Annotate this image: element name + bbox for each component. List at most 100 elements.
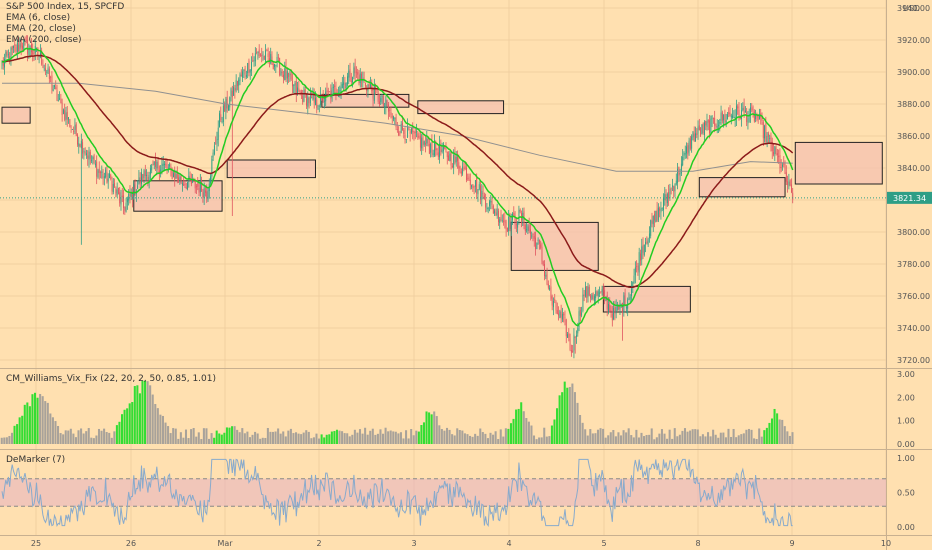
time-tick-label: 26 bbox=[126, 539, 136, 548]
vix-bar bbox=[57, 425, 60, 444]
candle-body bbox=[660, 208, 662, 213]
candle-body bbox=[24, 38, 26, 40]
candle-body bbox=[632, 282, 634, 288]
vix-bar bbox=[225, 427, 228, 444]
candle-body bbox=[141, 172, 142, 184]
candle-body bbox=[303, 89, 305, 102]
candle-body bbox=[596, 291, 598, 296]
candle-body bbox=[655, 210, 657, 223]
candle-body bbox=[178, 177, 180, 182]
candle-body bbox=[482, 193, 484, 195]
candle-body bbox=[20, 42, 22, 48]
candle-body bbox=[176, 173, 178, 179]
vix-bar bbox=[108, 432, 111, 444]
candle-body bbox=[779, 155, 781, 168]
candle-body bbox=[284, 68, 286, 81]
candle-body bbox=[587, 286, 589, 297]
candle-body bbox=[142, 174, 144, 181]
vix-bar bbox=[532, 435, 536, 444]
candle-body bbox=[709, 120, 711, 134]
demarker-tick-label: 0.00 bbox=[897, 523, 915, 532]
vix-bar bbox=[433, 411, 436, 444]
candle-body bbox=[349, 69, 351, 81]
vix-bar bbox=[72, 433, 75, 444]
vix-bar bbox=[356, 432, 359, 444]
candle-body bbox=[78, 143, 80, 147]
candle-body bbox=[457, 154, 458, 162]
vix-bar bbox=[154, 404, 157, 444]
candle-body bbox=[536, 242, 538, 250]
vix-bar bbox=[297, 433, 300, 444]
candle-body bbox=[506, 227, 508, 232]
vix-bar bbox=[387, 431, 390, 444]
candle-body bbox=[56, 90, 58, 101]
vix-bar bbox=[41, 396, 44, 444]
candle-body bbox=[262, 54, 264, 56]
candle-body bbox=[669, 188, 671, 199]
candle-body bbox=[491, 201, 493, 205]
candle-body bbox=[286, 71, 288, 79]
supply-demand-zone bbox=[133, 180, 223, 212]
candle-body bbox=[87, 155, 89, 159]
vix-bar bbox=[287, 430, 290, 444]
vix-bar bbox=[694, 429, 697, 444]
vix-bar bbox=[607, 435, 610, 444]
candle-body bbox=[767, 133, 769, 137]
candle-body bbox=[376, 90, 378, 92]
vix-bar bbox=[74, 437, 77, 444]
vix-bar bbox=[184, 429, 188, 444]
candle-body bbox=[158, 170, 160, 175]
candle-body bbox=[11, 46, 13, 50]
candle-body bbox=[413, 130, 415, 135]
candle-body bbox=[220, 114, 222, 121]
vix-bar bbox=[497, 439, 500, 444]
candle-body bbox=[313, 95, 315, 103]
vix-bar bbox=[719, 432, 722, 444]
candle-body bbox=[248, 60, 250, 74]
candle-body bbox=[283, 74, 284, 79]
candle-body bbox=[563, 313, 565, 316]
candle-body bbox=[281, 72, 283, 74]
candle-body bbox=[47, 67, 49, 72]
vix-bar bbox=[231, 426, 234, 444]
vix-bar bbox=[709, 436, 712, 444]
candle-body bbox=[608, 304, 609, 312]
candle-body bbox=[744, 110, 746, 113]
candle-body bbox=[637, 265, 639, 271]
candle-body bbox=[727, 114, 728, 119]
vix-bar bbox=[271, 431, 275, 444]
vix-bar bbox=[382, 433, 385, 444]
candle-body bbox=[88, 151, 90, 160]
candle-body bbox=[139, 177, 141, 184]
candle-body bbox=[646, 241, 648, 244]
candle-body bbox=[578, 311, 580, 328]
candle-body bbox=[180, 175, 182, 184]
chart-title: S&P 500 Index, 15, SPCFD bbox=[6, 2, 125, 12]
candle-body bbox=[316, 99, 318, 108]
candle-body bbox=[291, 81, 293, 87]
vix-bar bbox=[535, 439, 538, 444]
candle-body bbox=[36, 47, 37, 49]
vix-bar bbox=[525, 417, 528, 444]
vix-bar bbox=[438, 425, 441, 444]
candle-body bbox=[274, 64, 275, 67]
vix-bar bbox=[300, 434, 303, 444]
vix-bar bbox=[745, 429, 748, 444]
demarker-tick-label: 1.00 bbox=[897, 454, 915, 463]
vix-bar bbox=[361, 433, 364, 444]
vix-bar bbox=[330, 431, 333, 444]
candle-body bbox=[109, 173, 110, 179]
vix-bar bbox=[82, 433, 85, 444]
candle-body bbox=[582, 294, 584, 311]
candle-body bbox=[275, 64, 277, 66]
candle-body bbox=[485, 199, 487, 208]
candle-body bbox=[230, 88, 232, 97]
candle-body bbox=[266, 50, 268, 52]
candle-body bbox=[419, 135, 421, 148]
candle-body bbox=[73, 131, 75, 132]
vix-bar bbox=[494, 431, 497, 444]
vix-bar bbox=[320, 434, 323, 444]
candle-body bbox=[466, 167, 467, 181]
candle-body bbox=[386, 100, 388, 107]
